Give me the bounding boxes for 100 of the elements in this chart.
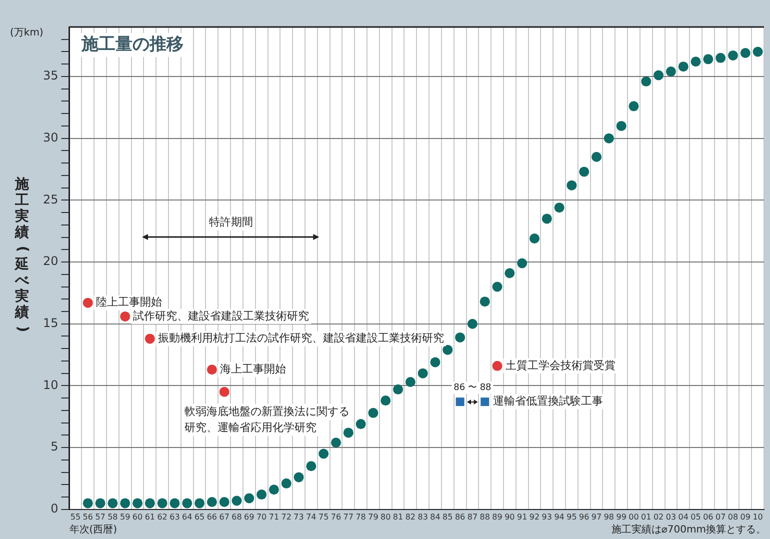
x-tick-label: 80 [380,512,391,522]
x-tick-label: 69 [244,512,254,522]
point [529,234,540,244]
point [480,398,490,406]
annotation: 86 〜 88 [454,383,492,394]
x-tick-label: 95 [566,512,577,522]
x-tick-label: 89 [492,512,502,522]
x-tick-label: 93 [542,512,552,522]
point [393,384,404,394]
y-tick-label: 5 [50,440,58,454]
point [306,461,316,472]
point [219,386,230,397]
point [95,498,106,508]
x-tick-label: 68 [232,512,242,522]
point [343,428,354,438]
x-tick-label: 74 [306,512,316,522]
x-tick-label: 83 [418,512,428,522]
annotation: 運輸省低置換試験工事 [492,394,603,408]
point [467,318,478,329]
point [492,282,502,292]
x-tick-label: 05 [690,512,701,522]
x-tick-label: 81 [392,512,404,522]
point [268,484,279,495]
x-tick-label: 88 [480,512,490,522]
point [405,376,416,387]
x-tick-label: 63 [170,512,180,522]
point [244,493,254,504]
annotation: 振動機利用杭打工法の試作研究、建設省建設工業技術研究 [158,332,444,345]
point [232,496,242,506]
point [517,258,528,268]
x-tick-label: 73 [294,512,304,522]
x-tick-label: 03 [666,512,676,522]
point [144,334,155,344]
x-tick-label: 87 [467,512,478,522]
y-tick-label: 20 [42,254,58,268]
x-tick-label: 07 [715,512,726,522]
x-tick-label: 08 [728,512,738,522]
x-tick-label: 71 [268,512,280,522]
x-tick-label: 91 [516,512,528,522]
point [206,364,217,375]
point [740,48,750,58]
point [157,498,168,508]
y-tick-label: 15 [42,316,58,330]
y-tick-label: 0 [50,502,58,516]
x-axis-title: 年次(西暦) [69,524,118,536]
point [120,311,130,322]
point [368,408,378,418]
x-tick-label: 65 [194,512,205,522]
x-tick-label: 66 [206,512,218,522]
y-tick-label: 25 [42,192,58,206]
x-tick-label: 10 [752,512,763,522]
x-tick-label: 59 [120,512,130,522]
point [666,66,676,77]
x-tick-label: 79 [368,512,378,522]
point [418,368,428,378]
x-tick-label: 60 [132,512,143,522]
point [281,478,292,488]
x-tick-label: 55 [70,512,81,522]
x-tick-label: 64 [182,512,192,522]
point [318,448,329,459]
text: 施工量の推移 [80,34,184,54]
point [132,498,142,508]
x-tick-label: 84 [430,512,440,522]
point [616,120,626,131]
point [219,496,230,507]
annotation: 軟弱海底地盤の新置換法に関する研究、運輸省応用化学研究 [184,404,350,434]
text: (万km) [10,28,44,39]
x-tick-label: 02 [653,512,664,522]
x-tick-label: 67 [219,512,230,522]
point [480,296,490,307]
point [82,298,93,308]
point [579,166,590,177]
x-tick-label: 97 [591,512,602,522]
x-tick-label: 86 [454,512,466,522]
point [120,498,130,508]
point [678,62,688,72]
point [654,70,664,80]
point [256,490,267,500]
point [628,101,639,112]
x-tick-label: 06 [703,512,714,522]
point [455,332,466,342]
x-tick-label: 00 [628,512,639,522]
point [641,76,652,86]
point [566,180,577,190]
point [542,214,552,224]
point [82,498,93,508]
text: 施工実績(延べ実績) [14,176,30,332]
point [430,357,440,368]
text: 施工実績は⌀700mm換算とする。 [611,524,766,536]
y-tick-label: 30 [42,130,58,144]
point [206,496,217,507]
point [194,498,205,508]
x-tick-label: 94 [554,512,564,522]
y-tick-label: 10 [42,378,58,392]
point [703,54,714,64]
point [504,268,515,278]
point [170,498,180,508]
x-tick-label: 72 [281,512,292,522]
point [604,133,614,144]
annotation: 試作研究、建設省建設工業技術研究 [133,309,310,322]
